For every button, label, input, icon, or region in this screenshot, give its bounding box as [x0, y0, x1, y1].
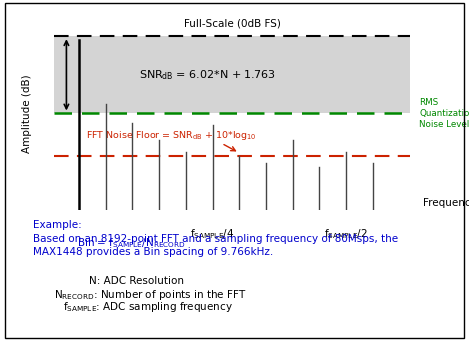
Text: SNR$_{\mathrm{dB}}$ = 6.02*N + 1.763: SNR$_{\mathrm{dB}}$ = 6.02*N + 1.763 [139, 68, 276, 82]
Text: Full-Scale (0dB FS): Full-Scale (0dB FS) [184, 19, 280, 29]
Text: f$_{\mathrm{SAMPLE}}$/4: f$_{\mathrm{SAMPLE}}$/4 [190, 227, 235, 241]
Text: f$_{\mathrm{SAMPLE}}$: ADC sampling frequency: f$_{\mathrm{SAMPLE}}$: ADC sampling freq… [63, 300, 233, 314]
Text: Based on an 8192-point FFT and a sampling frequency of 80Msps, the
MAX1448 provi: Based on an 8192-point FFT and a samplin… [33, 234, 398, 257]
Text: Bin = f$_{\mathrm{SAMPLE}}$/N$_{\mathrm{RECORD}}$: Bin = f$_{\mathrm{SAMPLE}}$/N$_{\mathrm{… [77, 236, 186, 250]
Bar [54, 36, 410, 113]
Text: RMS
Quantization
Noise Level: RMS Quantization Noise Level [419, 98, 469, 129]
Text: Frequency: Frequency [423, 198, 469, 208]
Text: Amplitude (dB): Amplitude (dB) [22, 74, 32, 153]
Text: f$_{\mathrm{SAMPLE}}$/2: f$_{\mathrm{SAMPLE}}$/2 [325, 227, 368, 241]
Text: N$_{\mathrm{RECORD}}$: Number of points in the FFT: N$_{\mathrm{RECORD}}$: Number of points … [54, 288, 247, 302]
Text: FFT Noise Floor = SNR$_{\mathrm{dB}}$ + 10*log$_{10}$: FFT Noise Floor = SNR$_{\mathrm{dB}}$ + … [86, 129, 257, 142]
Text: Example:: Example: [33, 220, 82, 230]
Text: N: ADC Resolution: N: ADC Resolution [89, 276, 184, 286]
